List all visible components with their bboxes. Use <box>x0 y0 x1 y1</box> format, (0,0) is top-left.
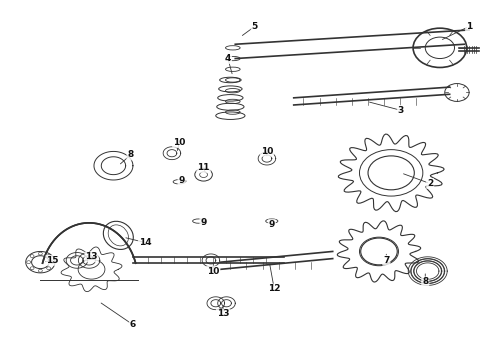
Text: 12: 12 <box>268 284 280 293</box>
Text: 8: 8 <box>127 150 134 159</box>
Text: 10: 10 <box>207 267 220 276</box>
Text: 9: 9 <box>178 176 185 185</box>
Text: 8: 8 <box>422 277 428 286</box>
Text: 11: 11 <box>197 163 210 172</box>
Text: 14: 14 <box>139 238 151 247</box>
Text: 10: 10 <box>173 138 185 147</box>
Text: 13: 13 <box>85 252 98 261</box>
Text: 2: 2 <box>427 179 433 188</box>
Text: 10: 10 <box>261 147 273 156</box>
Text: 1: 1 <box>466 22 472 31</box>
Text: 5: 5 <box>252 22 258 31</box>
Text: 4: 4 <box>225 54 231 63</box>
Text: 9: 9 <box>269 220 275 229</box>
Text: 15: 15 <box>46 256 59 265</box>
Text: 6: 6 <box>130 320 136 329</box>
Text: 9: 9 <box>200 219 207 228</box>
Text: 13: 13 <box>217 310 229 319</box>
Text: 7: 7 <box>383 256 390 265</box>
Text: 3: 3 <box>398 106 404 115</box>
